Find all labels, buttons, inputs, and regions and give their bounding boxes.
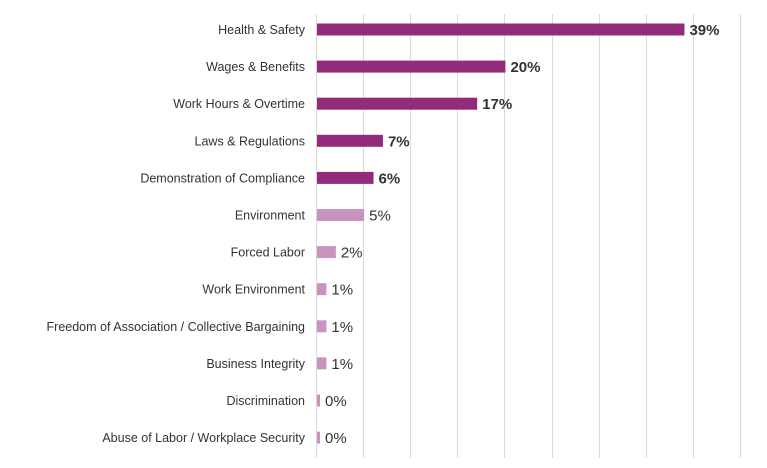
value-labels: 39% 20% 17% 7% 6% 5% 2% 1% 1% 1% 0% 0%: [325, 22, 719, 447]
value-label: 1%: [331, 282, 353, 299]
value-label: 17%: [482, 96, 512, 113]
category-label: Discrimination: [227, 394, 306, 408]
category-label: Health & Safety: [218, 23, 306, 37]
category-label: Work Environment: [202, 283, 305, 297]
category-label: Forced Labor: [231, 246, 305, 260]
bar: [317, 431, 320, 444]
value-label: 5%: [369, 208, 391, 225]
value-label: 1%: [331, 319, 353, 336]
category-label: Wages & Benefits: [206, 60, 305, 74]
value-label: 6%: [379, 170, 401, 187]
bar: [317, 283, 327, 296]
category-label: Environment: [235, 209, 306, 223]
grid-lines: [316, 14, 741, 458]
bar: [317, 357, 327, 370]
category-labels: Health & Safety Wages & Benefits Work Hour…: [47, 23, 306, 445]
category-label: Demonstration of Compliance: [140, 171, 305, 185]
bar: [317, 97, 478, 110]
bar-group: [317, 23, 685, 444]
value-label: 0%: [325, 393, 347, 410]
value-label: 0%: [325, 430, 347, 447]
bar: [317, 23, 685, 36]
value-label: 2%: [341, 245, 363, 262]
bar: [317, 246, 336, 259]
value-label: 1%: [331, 356, 353, 373]
bar: [317, 171, 374, 184]
value-label: 20%: [510, 59, 540, 76]
bar: [317, 320, 327, 333]
category-label: Business Integrity: [206, 357, 305, 371]
category-label: Freedom of Association / Collective Barg…: [47, 320, 306, 334]
bar: [317, 209, 365, 221]
bar: [317, 60, 506, 73]
value-label: 39%: [689, 22, 719, 39]
category-label: Work Hours & Overtime: [173, 97, 305, 111]
bar: [317, 134, 383, 147]
category-label: Laws & Regulations: [195, 134, 305, 148]
bar: [317, 394, 320, 407]
category-label: Abuse of Labor / Workplace Security: [102, 431, 305, 445]
value-label: 7%: [388, 133, 410, 150]
